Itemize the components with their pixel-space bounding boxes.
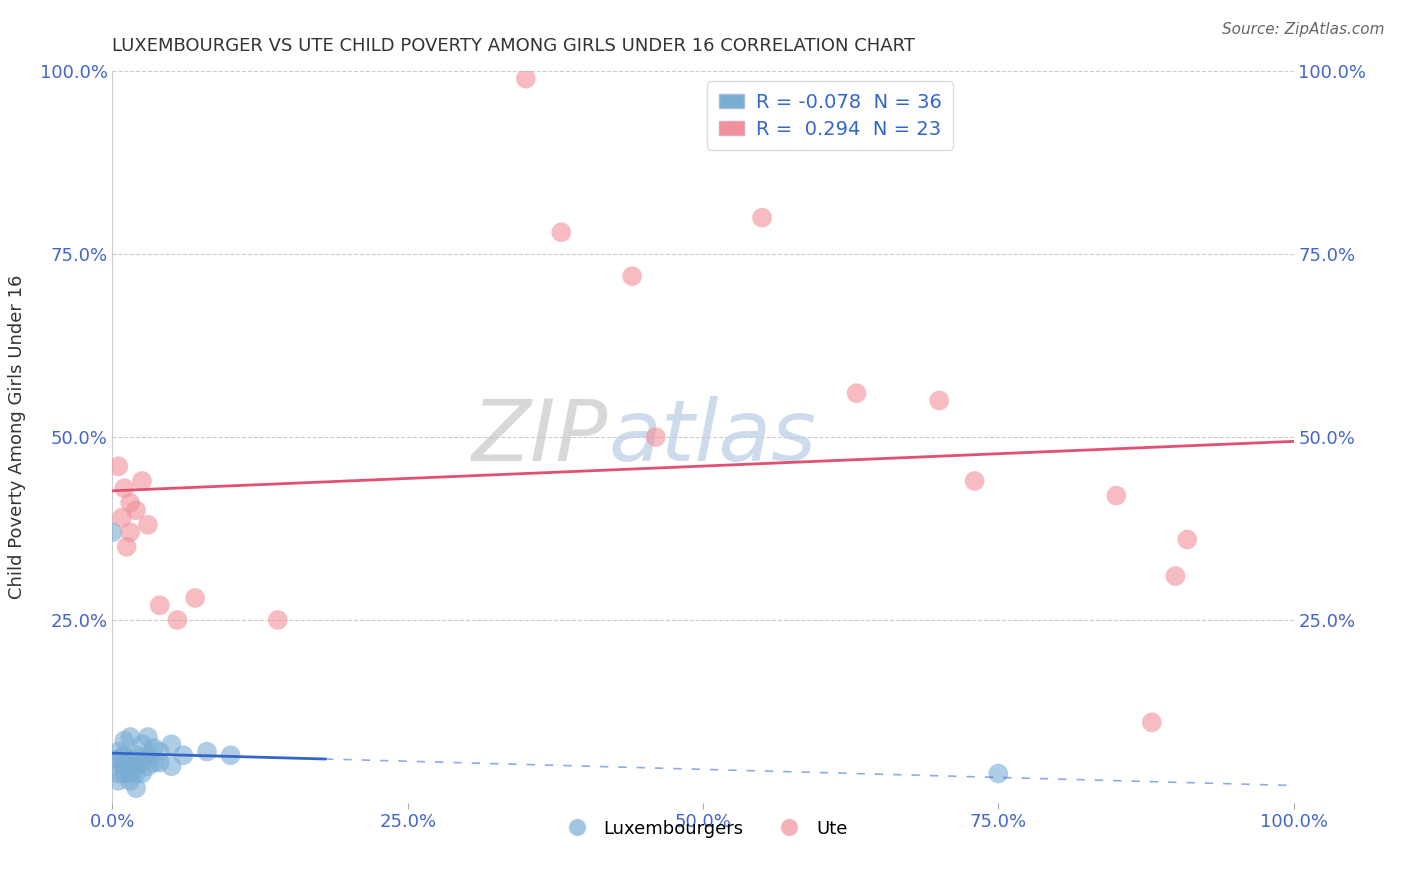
Point bbox=[107, 459, 129, 474]
Point bbox=[267, 613, 290, 627]
Point bbox=[644, 430, 666, 444]
Point bbox=[172, 748, 194, 763]
Point bbox=[751, 211, 773, 225]
Point bbox=[125, 503, 148, 517]
Point bbox=[131, 756, 153, 770]
Point bbox=[125, 748, 148, 763]
Point bbox=[1164, 569, 1187, 583]
Point bbox=[195, 745, 218, 759]
Point bbox=[131, 737, 153, 751]
Point bbox=[136, 517, 159, 532]
Point bbox=[107, 752, 129, 766]
Point bbox=[1105, 489, 1128, 503]
Point bbox=[112, 481, 135, 495]
Point bbox=[136, 730, 159, 744]
Point bbox=[149, 756, 172, 770]
Point bbox=[136, 759, 159, 773]
Point bbox=[112, 756, 135, 770]
Point bbox=[107, 766, 129, 780]
Point bbox=[136, 748, 159, 763]
Point bbox=[107, 756, 129, 770]
Point bbox=[149, 745, 172, 759]
Point bbox=[1140, 715, 1163, 730]
Point bbox=[845, 386, 868, 401]
Point bbox=[160, 737, 183, 751]
Point bbox=[621, 269, 644, 284]
Text: atlas: atlas bbox=[609, 395, 817, 479]
Point bbox=[112, 733, 135, 747]
Y-axis label: Child Poverty Among Girls Under 16: Child Poverty Among Girls Under 16 bbox=[7, 275, 25, 599]
Point bbox=[112, 766, 135, 780]
Point bbox=[149, 599, 172, 613]
Point bbox=[219, 748, 242, 763]
Text: LUXEMBOURGER VS UTE CHILD POVERTY AMONG GIRLS UNDER 16 CORRELATION CHART: LUXEMBOURGER VS UTE CHILD POVERTY AMONG … bbox=[112, 37, 915, 54]
Point bbox=[120, 773, 142, 788]
Point bbox=[115, 540, 138, 554]
Point bbox=[120, 525, 142, 540]
Point bbox=[120, 496, 142, 510]
Point bbox=[125, 759, 148, 773]
Point bbox=[112, 748, 135, 763]
Point bbox=[160, 759, 183, 773]
Point bbox=[987, 766, 1010, 780]
Point bbox=[111, 510, 134, 524]
Point bbox=[125, 781, 148, 796]
Text: Source: ZipAtlas.com: Source: ZipAtlas.com bbox=[1222, 22, 1385, 37]
Point bbox=[112, 759, 135, 773]
Legend: Luxembourgers, Ute: Luxembourgers, Ute bbox=[551, 813, 855, 845]
Point bbox=[142, 756, 165, 770]
Point bbox=[166, 613, 188, 627]
Point bbox=[1175, 533, 1198, 547]
Point bbox=[184, 591, 207, 605]
Point bbox=[120, 730, 142, 744]
Text: ZIP: ZIP bbox=[472, 395, 609, 479]
Point bbox=[131, 766, 153, 780]
Point bbox=[963, 474, 986, 488]
Point bbox=[131, 474, 153, 488]
Point bbox=[120, 752, 142, 766]
Point bbox=[101, 525, 124, 540]
Point bbox=[120, 759, 142, 773]
Point bbox=[120, 766, 142, 780]
Point bbox=[928, 393, 950, 408]
Point bbox=[107, 773, 129, 788]
Point bbox=[550, 225, 572, 239]
Point bbox=[142, 740, 165, 755]
Point bbox=[107, 745, 129, 759]
Point bbox=[515, 71, 537, 86]
Point bbox=[125, 766, 148, 780]
